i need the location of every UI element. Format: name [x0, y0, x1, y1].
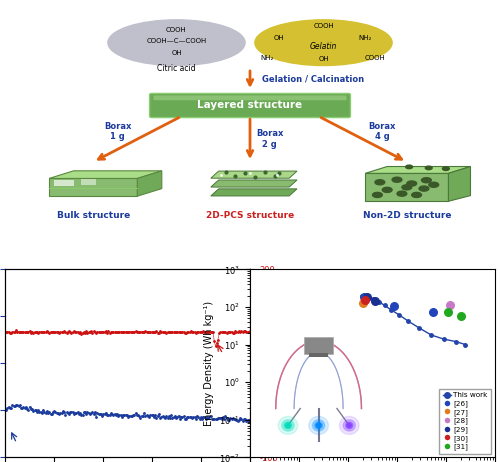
Circle shape [442, 167, 450, 170]
Circle shape [375, 180, 385, 185]
Text: NH₂: NH₂ [358, 35, 372, 41]
This work [416, 325, 422, 331]
This work [370, 296, 376, 302]
Text: Layered structure: Layered structure [198, 100, 302, 110]
Polygon shape [49, 178, 138, 196]
Circle shape [422, 178, 432, 183]
Circle shape [397, 191, 407, 196]
Text: Borax
2 g: Borax 2 g [256, 129, 283, 149]
This work [382, 303, 388, 308]
Polygon shape [49, 171, 162, 178]
Ellipse shape [108, 20, 245, 66]
Text: COOH: COOH [313, 23, 334, 29]
Text: Citric acid: Citric acid [157, 64, 196, 73]
[28] [446, 301, 454, 309]
This work [359, 293, 365, 298]
FancyBboxPatch shape [150, 93, 350, 117]
Text: 2D-PCS structure: 2D-PCS structure [206, 211, 294, 220]
This work [396, 312, 402, 317]
Text: OH: OH [274, 35, 284, 41]
[26] [390, 303, 398, 310]
Polygon shape [81, 179, 96, 185]
[30] [361, 296, 369, 304]
This work [388, 307, 394, 312]
Circle shape [392, 177, 402, 182]
Text: Borax
1 g: Borax 1 g [104, 122, 132, 141]
Text: Gelation / Calcination: Gelation / Calcination [262, 75, 364, 84]
Text: Non-2D structure: Non-2D structure [362, 211, 451, 220]
Circle shape [426, 166, 432, 170]
[29] [362, 293, 370, 300]
Polygon shape [211, 180, 297, 187]
Text: COOH: COOH [364, 55, 386, 61]
[26] [360, 293, 368, 301]
This work [406, 318, 411, 324]
Text: Gelatin: Gelatin [310, 42, 337, 51]
This work [428, 332, 434, 338]
Polygon shape [138, 171, 162, 196]
[27] [359, 299, 367, 306]
Circle shape [429, 182, 438, 187]
This work [462, 342, 468, 347]
Polygon shape [211, 171, 297, 178]
[29] [370, 297, 378, 304]
This work [364, 294, 370, 300]
Circle shape [372, 192, 382, 197]
Circle shape [412, 192, 422, 197]
[31] [444, 309, 452, 316]
[26] [430, 309, 438, 316]
Circle shape [407, 181, 416, 186]
Circle shape [406, 165, 412, 169]
Text: COOH: COOH [166, 27, 187, 33]
Polygon shape [448, 166, 470, 201]
Text: OH: OH [318, 56, 329, 62]
Ellipse shape [255, 20, 392, 66]
Text: COOH—C—COOH: COOH—C—COOH [146, 38, 206, 44]
Y-axis label: Energy Density (Wh kg⁻¹): Energy Density (Wh kg⁻¹) [204, 301, 214, 426]
Text: Bulk structure: Bulk structure [56, 211, 130, 220]
Legend: This work, [26], [27], [28], [29], [30], [31]: This work, [26], [27], [28], [29], [30],… [439, 389, 492, 454]
Polygon shape [365, 166, 470, 173]
Circle shape [402, 185, 411, 190]
Text: NH₂: NH₂ [260, 55, 274, 61]
This work [376, 299, 382, 304]
Text: Borax
4 g: Borax 4 g [368, 122, 396, 141]
[31] [457, 312, 465, 320]
Text: OH: OH [171, 50, 182, 56]
Circle shape [419, 186, 429, 191]
Polygon shape [365, 173, 448, 201]
This work [453, 339, 459, 344]
Y-axis label: Coulombic Efficiency (%): Coulombic Efficiency (%) [280, 307, 289, 420]
Line: This work: This work [360, 294, 467, 346]
Polygon shape [54, 180, 74, 186]
Polygon shape [211, 189, 297, 196]
This work [441, 336, 447, 342]
Circle shape [382, 187, 392, 192]
FancyBboxPatch shape [154, 96, 346, 100]
